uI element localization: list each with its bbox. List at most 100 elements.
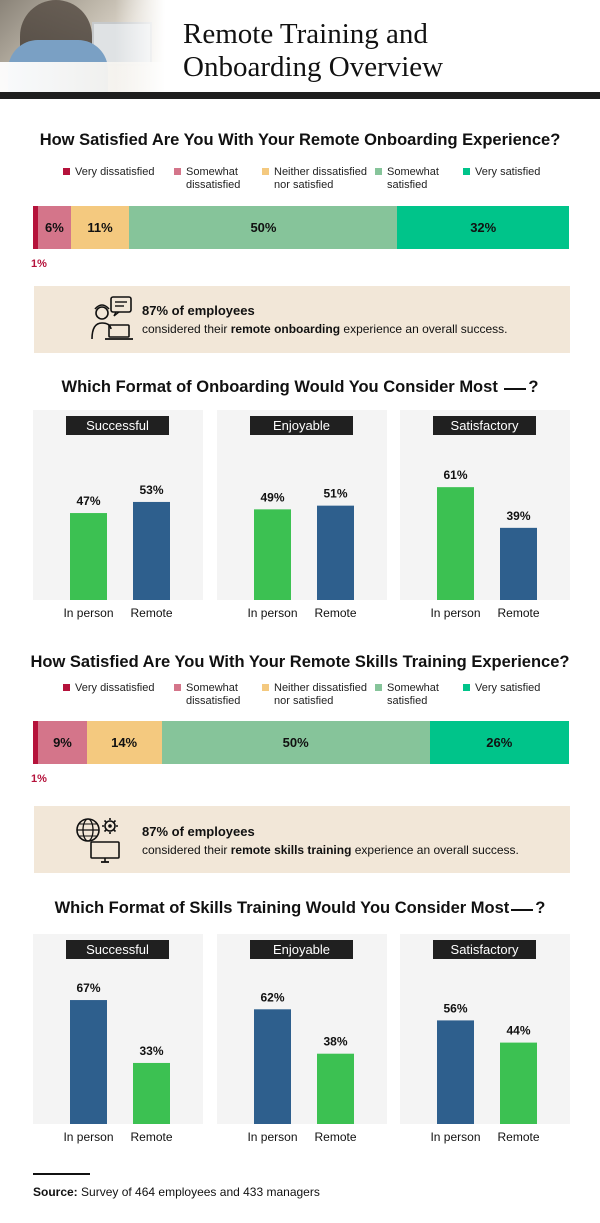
legend-swatch xyxy=(174,684,181,691)
blank-line xyxy=(511,909,534,911)
very-dissatisfied-label: 1% xyxy=(31,773,47,785)
person-laptop-chat-icon xyxy=(91,296,133,340)
onboarding-format-title: Which Format of Onboarding Would You Con… xyxy=(0,378,600,397)
category-label: Remote xyxy=(130,1130,173,1144)
category-label: Remote xyxy=(314,606,357,620)
callout-text-pre: considered their xyxy=(142,843,231,857)
bar-chart-svg: 62% 38% xyxy=(254,990,354,1124)
legend-swatch xyxy=(463,168,470,175)
bar-in-person xyxy=(70,513,107,600)
seg-neutral xyxy=(86,721,162,764)
callout-text: considered their remote skills training … xyxy=(142,843,519,857)
very-dissatisfied-label: 1% xyxy=(31,258,47,270)
segment-label: 14% xyxy=(111,735,138,750)
panel-caption: Satisfactory xyxy=(433,940,536,959)
bar-value-label: 33% xyxy=(139,1044,163,1058)
category-label: Remote xyxy=(314,1130,357,1144)
legend-label: Neither dissatisfied xyxy=(274,682,367,694)
photo-fade xyxy=(115,0,165,92)
legend-very-satisfied: Very satisfied xyxy=(463,682,540,695)
bar-value-label: 67% xyxy=(76,981,100,995)
header-divider xyxy=(0,92,600,99)
category-label: In person xyxy=(247,1130,298,1144)
bar-value-label: 39% xyxy=(506,509,530,523)
legend-swatch xyxy=(63,168,70,175)
title-punct: ? xyxy=(535,899,546,917)
legend-label: satisfied xyxy=(387,179,428,191)
segment-label: 50% xyxy=(250,220,277,235)
panel-onboarding-successful: Successful 47% 53% In person Remote xyxy=(33,410,203,620)
bar-in-person xyxy=(254,1009,291,1124)
legend-label: Somewhat xyxy=(387,682,439,694)
bar-remote xyxy=(317,1053,354,1124)
panel-caption: Successful xyxy=(66,416,169,435)
legend-somewhat-dissatisfied: Somewhat dissatisfied xyxy=(174,682,240,708)
legend-label: nor satisfied xyxy=(274,179,334,191)
seg-very-dissatisfied xyxy=(33,206,39,249)
title-line-2: Onboarding Overview xyxy=(183,51,444,83)
legend-neutral: Neither dissatisfied nor satisfied xyxy=(262,166,367,192)
legend-label: Somewhat xyxy=(387,166,439,178)
category-label: Remote xyxy=(497,606,540,620)
legend-somewhat-satisfied: Somewhat satisfied xyxy=(375,166,439,192)
seg-very-satisfied xyxy=(397,206,569,249)
legend-label: Somewhat xyxy=(186,166,238,178)
callout-text-post: experience an overall success. xyxy=(340,322,508,336)
legend-skills: Very dissatisfied Somewhat dissatisfied N… xyxy=(0,682,600,712)
segment-label: 32% xyxy=(470,220,497,235)
bar-in-person xyxy=(437,487,474,600)
seg-very-dissatisfied xyxy=(33,721,39,764)
callout-text: considered their remote onboarding exper… xyxy=(142,322,507,336)
seg-neutral xyxy=(70,206,130,249)
callout-text-bold: remote skills training xyxy=(230,843,352,857)
segment-label: 26% xyxy=(486,735,513,750)
skills-format-title: Which Format of Skills Training Would Yo… xyxy=(0,899,600,918)
title-line-1: Remote Training and xyxy=(183,18,428,50)
legend-swatch xyxy=(262,684,269,691)
legend-label: Somewhat xyxy=(186,682,238,694)
stacked-bar-skills: 9% 14% 50% 26% xyxy=(33,721,569,764)
panel-caption: Enjoyable xyxy=(250,416,353,435)
blank-line xyxy=(504,388,527,390)
callout-stat: 87% of employees xyxy=(142,824,255,839)
callout-onboarding: 87% of employees considered their remote… xyxy=(34,286,570,353)
seg-somewhat-dissatisfied xyxy=(38,206,71,249)
legend-swatch xyxy=(375,684,382,691)
bar-value-label: 38% xyxy=(323,1035,347,1049)
category-label: In person xyxy=(430,1130,481,1144)
panel-skills-enjoyable: Enjoyable 62% 38% In person Remote xyxy=(217,934,387,1144)
page-title: Remote Training and Onboarding Overview xyxy=(183,18,443,84)
legend-onboarding: Very dissatisfied Somewhat dissatisfied N… xyxy=(0,166,600,196)
bar-in-person xyxy=(254,509,291,600)
bar-value-label: 44% xyxy=(506,1024,530,1038)
source-note: Source: Survey of 464 employees and 433 … xyxy=(33,1185,320,1199)
globe-gear-monitor-icon xyxy=(76,818,120,863)
seg-somewhat-satisfied xyxy=(161,721,430,764)
legend-swatch xyxy=(174,168,181,175)
bar-value-label: 62% xyxy=(260,990,284,1004)
bar-in-person xyxy=(437,1020,474,1124)
title-text: Which Format of Skills Training Would Yo… xyxy=(54,899,510,917)
panel-onboarding-satisfactory: Satisfactory 61% 39% In person Remote xyxy=(400,410,570,620)
title-text: Which Format of Onboarding Would You Con… xyxy=(61,378,498,396)
segment-label: 6% xyxy=(45,220,64,235)
legend-swatch xyxy=(63,684,70,691)
legend-label: satisfied xyxy=(387,695,428,707)
panel-caption: Satisfactory xyxy=(433,416,536,435)
bar-value-label: 61% xyxy=(443,468,467,482)
panel-onboarding-enjoyable: Enjoyable 49% 51% In person Remote xyxy=(217,410,387,620)
bar-remote xyxy=(317,505,354,600)
legend-neutral: Neither dissatisfied nor satisfied xyxy=(262,682,367,708)
bar-chart-svg: 61% 39% xyxy=(437,468,537,600)
bar-value-label: 53% xyxy=(139,483,163,497)
seg-somewhat-satisfied xyxy=(129,206,398,249)
seg-very-satisfied xyxy=(429,721,569,764)
source-divider xyxy=(33,1173,90,1175)
legend-very-dissatisfied: Very dissatisfied xyxy=(63,682,154,695)
hero-photo xyxy=(0,0,165,92)
source-label: Source: xyxy=(33,1185,78,1199)
category-label: In person xyxy=(247,606,298,620)
legend-label: Very satisfied xyxy=(475,166,541,178)
category-label: In person xyxy=(63,606,114,620)
panel-skills-satisfactory: Satisfactory 56% 44% In person Remote xyxy=(400,934,570,1144)
